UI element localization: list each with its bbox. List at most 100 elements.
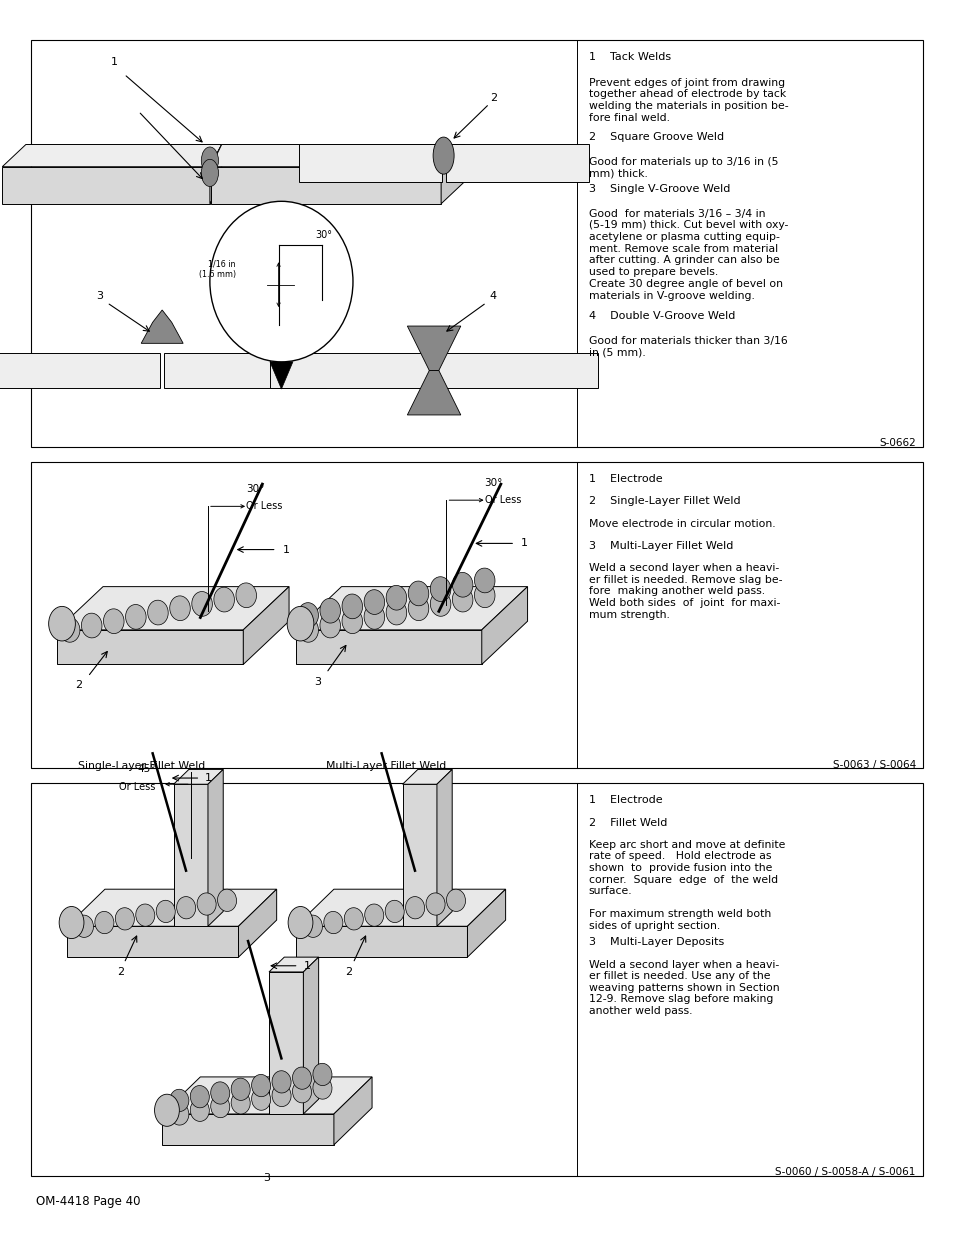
Ellipse shape (211, 1095, 230, 1118)
Polygon shape (210, 144, 221, 204)
Ellipse shape (210, 201, 353, 362)
Ellipse shape (364, 904, 383, 926)
Ellipse shape (474, 583, 495, 608)
Ellipse shape (201, 159, 218, 186)
Polygon shape (173, 769, 223, 784)
Ellipse shape (408, 595, 428, 621)
Polygon shape (2, 167, 210, 204)
Ellipse shape (190, 1086, 209, 1108)
Ellipse shape (433, 137, 454, 174)
Text: 3    Multi-Layer Deposits: 3 Multi-Layer Deposits (588, 937, 723, 947)
Ellipse shape (430, 592, 451, 616)
Text: Multi-Layer Fillet Weld: Multi-Layer Fillet Weld (326, 761, 446, 771)
Ellipse shape (211, 1082, 230, 1104)
Ellipse shape (426, 893, 445, 915)
Text: 1    Electrode: 1 Electrode (588, 795, 661, 805)
Text: Create 30 degree angle of bevel on
materials in V-groove welding.: Create 30 degree angle of bevel on mater… (588, 279, 781, 300)
Ellipse shape (319, 613, 340, 638)
Text: 2    Single-Layer Fillet Weld: 2 Single-Layer Fillet Weld (588, 496, 740, 506)
Ellipse shape (408, 580, 428, 606)
Ellipse shape (170, 1103, 189, 1125)
Ellipse shape (272, 1071, 291, 1093)
Text: 1: 1 (111, 57, 118, 67)
Polygon shape (162, 1114, 334, 1145)
Polygon shape (67, 926, 238, 957)
Polygon shape (2, 144, 221, 167)
Ellipse shape (231, 1078, 250, 1100)
Ellipse shape (303, 915, 322, 937)
Bar (31, 462, 923, 768)
Polygon shape (402, 784, 436, 926)
Polygon shape (303, 957, 318, 1114)
Text: Keep arc short and move at definite
rate of speed.   Hold electrode as
shown  to: Keep arc short and move at definite rate… (588, 840, 784, 897)
Text: 3: 3 (96, 291, 104, 301)
Ellipse shape (364, 604, 384, 630)
Ellipse shape (170, 1089, 189, 1112)
Ellipse shape (344, 908, 363, 930)
Ellipse shape (385, 900, 404, 923)
Ellipse shape (176, 897, 195, 919)
Ellipse shape (386, 585, 406, 610)
Text: 2    Square Groove Weld: 2 Square Groove Weld (588, 132, 723, 142)
Text: Or Less: Or Less (246, 501, 282, 511)
Ellipse shape (293, 1067, 312, 1089)
Text: S-0662: S-0662 (878, 438, 915, 448)
Text: 1: 1 (205, 773, 212, 783)
Text: 4    Double V-Groove Weld: 4 Double V-Groove Weld (588, 311, 734, 321)
Polygon shape (402, 769, 452, 784)
Ellipse shape (81, 613, 102, 638)
Polygon shape (436, 769, 452, 926)
Polygon shape (295, 630, 481, 664)
Text: Weld a second layer when a heavi-
er fillet is needed. Use any of the
weaving pa: Weld a second layer when a heavi- er fil… (588, 960, 779, 1016)
Bar (436, 353, 598, 388)
Text: Single-Layer Fillet Weld: Single-Layer Fillet Weld (77, 761, 205, 771)
Text: Good  for materials 3/16 – 3/4 in
(5-19 mm) thick. Cut bevel with oxy-
acetylene: Good for materials 3/16 – 3/4 in (5-19 m… (588, 209, 787, 277)
Ellipse shape (313, 1077, 332, 1099)
Ellipse shape (452, 572, 473, 598)
Bar (31, 40, 923, 447)
Text: 1/16 in
(1.6 mm): 1/16 in (1.6 mm) (198, 259, 235, 279)
Ellipse shape (293, 1081, 312, 1103)
Ellipse shape (115, 908, 134, 930)
Ellipse shape (74, 915, 93, 937)
Ellipse shape (319, 598, 340, 624)
Ellipse shape (94, 911, 113, 934)
Polygon shape (57, 587, 289, 630)
Polygon shape (208, 769, 223, 926)
Ellipse shape (235, 583, 256, 608)
Text: 1    Electrode: 1 Electrode (588, 474, 661, 484)
Text: 2: 2 (345, 967, 353, 977)
Polygon shape (57, 630, 243, 664)
Text: 2    Fillet Weld: 2 Fillet Weld (588, 818, 666, 827)
Ellipse shape (386, 600, 406, 625)
Ellipse shape (297, 603, 318, 627)
Polygon shape (481, 587, 527, 664)
Polygon shape (407, 370, 460, 415)
Circle shape (287, 606, 314, 641)
Polygon shape (334, 1077, 372, 1145)
Bar (31, 783, 923, 1176)
Ellipse shape (126, 604, 146, 630)
Ellipse shape (430, 577, 451, 601)
Polygon shape (269, 957, 318, 972)
Polygon shape (141, 310, 183, 343)
Text: Or Less: Or Less (484, 495, 520, 505)
Circle shape (154, 1094, 179, 1126)
Polygon shape (211, 144, 464, 167)
Bar (0, 353, 160, 388)
Ellipse shape (192, 592, 213, 616)
Ellipse shape (213, 587, 234, 613)
Bar (270, 353, 432, 388)
Ellipse shape (217, 889, 236, 911)
Polygon shape (295, 926, 467, 957)
Ellipse shape (231, 1092, 250, 1114)
Polygon shape (295, 889, 505, 926)
Text: 30°: 30° (314, 230, 332, 240)
Text: For maximum strength weld both
sides of upright section.: For maximum strength weld both sides of … (588, 909, 770, 930)
Text: 1: 1 (282, 545, 289, 555)
Ellipse shape (59, 618, 80, 642)
Text: 2: 2 (116, 967, 124, 977)
Bar (298, 144, 441, 182)
Text: Good for materials up to 3/16 in (5
mm) thick.: Good for materials up to 3/16 in (5 mm) … (588, 157, 778, 178)
Polygon shape (407, 326, 460, 370)
